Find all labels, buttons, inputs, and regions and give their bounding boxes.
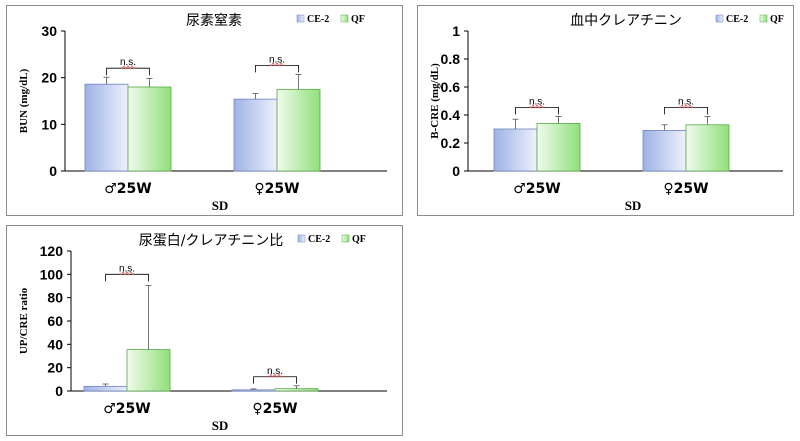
y-tick-label: 30 [41,23,57,39]
y-tick-label: 0 [452,163,460,179]
bun-chart-svg: 尿素窒素 CE-2 QF 0 10 20 30 BUN (mg/dL) ♂25W n.s. ♀25W… [18,12,387,213]
bar-qf-male [126,349,171,392]
legend-swatch-ce2 [296,14,305,23]
spellcheck-underline [529,104,545,109]
y-tick-label: 60 [47,313,63,329]
y-axis-title: B-CRE (mg/dL) [429,63,441,139]
bar-ce2-male [493,128,538,172]
significance-bracket [105,273,149,282]
significance-label: n.s. [120,57,136,68]
y-tick-label: 0.8 [441,51,461,67]
x-category-label: ♂25W [513,181,560,197]
bar-ce2-female [233,98,278,172]
legend-swatch-ce2 [715,14,724,23]
spellcheck-underline [678,104,694,109]
y-axis-title: UP/CRE ratio [18,287,30,354]
legend-label-qf: QF [352,234,366,245]
y-tick-label: 120 [40,243,64,259]
legend-label-ce2: CE-2 [726,14,748,25]
significance-label: n.s. [269,54,285,65]
chart-title: 尿素窒素 [186,12,242,29]
y-tick-label: 100 [40,266,64,282]
y-tick-label: 80 [47,290,63,306]
bar-qf-female [276,88,321,172]
bar-qf-male [536,123,581,172]
bar-ce2-male [83,385,128,392]
legend-label-ce2: CE-2 [307,14,329,25]
legend-swatch-ce2 [297,234,306,243]
legend-label-ce2: CE-2 [308,234,330,245]
spellcheck-underline [120,65,136,70]
y-tick-label: 20 [47,360,63,376]
y-axis-title: BUN (mg/dL) [18,68,30,133]
chart-title: 血中クレアチニン [570,13,682,29]
bar-qf-male [127,86,172,172]
spellcheck-underline [269,62,285,67]
spellcheck-underline [119,271,135,276]
legend-label-qf: QF [770,14,784,25]
bcre-chart-svg: 血中クレアチニン CE-2 QF 0 0.2 0.4 0.6 0.8 1 B-CRE (mg/dL… [429,13,784,213]
bar-ce2-male [84,83,129,172]
legend-swatch-qf [341,234,350,243]
y-tick-label: 10 [41,116,57,132]
x-category-label: ♀25W [254,181,299,197]
x-category-label: ♂25W [104,181,151,197]
spellcheck-underline [267,373,283,378]
bar-ce2-female [231,389,276,392]
significance-bracket [515,107,559,115]
significance-label: n.s. [529,96,545,107]
bar-qf-female [685,124,730,172]
significance-bracket [664,107,708,115]
bar-ce2-female [642,130,687,172]
chart-panel-bcre: 血中クレアチニン CE-2 QF 0 0.2 0.4 0.6 0.8 1 B-CRE (mg/dL… [417,5,794,216]
chart-title: 尿蛋白/クレアチニン比 [139,233,283,249]
y-tick-label: 0.2 [441,135,461,151]
chart-panel-bun: 尿素窒素 CE-2 QF 0 10 20 30 BUN (mg/dL) ♂25W n.s. ♀25W… [6,5,403,216]
significance-label: n.s. [267,366,283,377]
significance-bracket [253,376,297,384]
significance-label: n.s. [119,263,135,274]
significance-label: n.s. [678,96,694,107]
y-tick-label: 0.6 [441,79,461,95]
y-tick-label: 0 [55,383,63,399]
y-tick-label: 1 [452,23,460,39]
x-axis-title: SD [212,198,229,213]
significance-bracket [106,67,150,76]
x-axis-title: SD [212,418,229,433]
y-tick-label: 20 [41,70,57,86]
upcre-chart-svg: 尿蛋白/クレアチニン比 CE-2 QF 0 20 40 60 80 100 120 UP/CRE r… [18,233,387,433]
y-tick-label: 40 [47,336,63,352]
x-category-label: ♀25W [663,181,708,197]
legend-swatch-qf [340,14,349,23]
significance-bracket [255,65,299,73]
bar-qf-female [274,388,319,392]
x-axis-title: SD [625,198,642,213]
x-category-label: ♂25W [103,401,150,417]
y-tick-label: 0 [49,163,57,179]
x-category-label: ♀25W [252,401,297,417]
chart-panel-upcre: 尿蛋白/クレアチニン比 CE-2 QF 0 20 40 60 80 100 120 UP/CRE r… [6,225,403,436]
legend-swatch-qf [759,14,768,23]
y-tick-label: 0.4 [441,107,461,123]
legend-label-qf: QF [351,14,365,25]
